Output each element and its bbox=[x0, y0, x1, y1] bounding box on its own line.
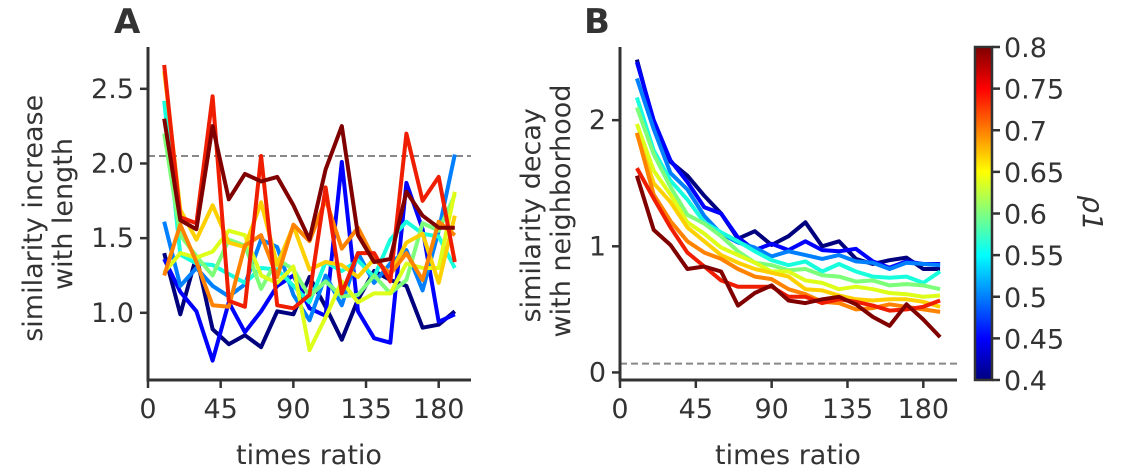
colorbar-tick-label: 0.5 bbox=[1004, 283, 1047, 314]
panel-b-series-line-p1-0.7 bbox=[635, 133, 941, 309]
panel-a-series-line-p1-0.78 bbox=[162, 64, 457, 311]
panel-b-ylabel: similarity decay with neighborhood bbox=[516, 85, 577, 338]
colorbar-tick-label: 0.75 bbox=[1004, 75, 1064, 106]
panel-b-y-tick-label: 1 bbox=[589, 231, 606, 262]
panel-a-xlabel: times ratio bbox=[236, 440, 382, 471]
panel-b-series-line-p1-0.5 bbox=[635, 77, 941, 271]
panel-b-x-tick-label: 180 bbox=[898, 394, 950, 425]
panel-b-x-tick-label: 135 bbox=[822, 394, 874, 425]
panel-b-series-group bbox=[634, 59, 942, 339]
panel-a-y-tick-label: 1.5 bbox=[91, 223, 134, 254]
panel-b-series-line-p1-0.55 bbox=[634, 96, 942, 285]
panel-a-x-tick-label: 0 bbox=[139, 394, 156, 425]
colorbar-ticks: 0.4 0.45 0.5 0.55 0.6 0.65 0.7 0.75 0.8 bbox=[992, 33, 1064, 397]
panel-b-y-tick-label: 2 bbox=[589, 105, 606, 136]
panel-a-axes: 0 45 90 135 180 1.0 1.5 2.0 2.5 bbox=[91, 47, 471, 425]
colorbar: 0.4 0.45 0.5 0.55 0.6 0.65 0.7 0.75 0.8 ρ1 bbox=[973, 33, 1109, 397]
panel-a-y-tick-label: 2.0 bbox=[91, 148, 134, 179]
panel-a-ylabel-line2: with length bbox=[48, 138, 79, 290]
panel-a-series-line-p1-0.8 bbox=[162, 118, 455, 264]
colorbar-tick-label: 0.4 bbox=[1004, 366, 1047, 397]
panel-b-ylabel-line2: with neighborhood bbox=[546, 85, 577, 338]
panel-a-x-tick-label: 90 bbox=[276, 394, 310, 425]
panel-b-axes: 0 45 90 135 180 0 1 2 bbox=[589, 47, 957, 425]
colorbar-tick-label: 0.45 bbox=[1004, 324, 1064, 355]
panel-b-x-tick-label: 90 bbox=[754, 394, 788, 425]
panel-a-y-tick-label: 1.0 bbox=[91, 298, 134, 329]
panel-a-series-line-p1-0.7 bbox=[162, 70, 457, 285]
panel-b-x-tick-label: 45 bbox=[679, 394, 713, 425]
panel-a: A 0 45 90 135 180 1.0 1.5 2.0 2.5 times ratio si… bbox=[18, 2, 471, 471]
panel-a-series-line-p1-0.55 bbox=[162, 100, 457, 305]
colorbar-tick-label: 0.8 bbox=[1004, 33, 1047, 64]
panel-a-ylabel: similarity increase with length bbox=[18, 86, 79, 342]
panel-b-letter: B bbox=[584, 2, 610, 42]
panel-b-series-line-p1-0.65 bbox=[635, 123, 941, 299]
panel-b-y-tick-label: 0 bbox=[589, 357, 606, 388]
panel-a-x-tick-label: 135 bbox=[340, 394, 392, 425]
colorbar-tick-label: 0.55 bbox=[1004, 241, 1064, 272]
panel-a-ylabel-line1: similarity increase bbox=[18, 95, 49, 342]
colorbar-label: ρ1 bbox=[1076, 195, 1109, 231]
panel-b: B 0 45 90 135 180 0 1 2 times ratio similarity … bbox=[516, 2, 957, 471]
panel-a-x-tick-label: 45 bbox=[203, 394, 237, 425]
panel-a-letter: A bbox=[114, 2, 141, 42]
panel-b-series-line-p1-0.75 bbox=[634, 132, 941, 314]
colorbar-tick-label: 0.7 bbox=[1004, 116, 1047, 147]
panel-b-series-line-p1-0.4 bbox=[634, 59, 941, 271]
colorbar-tick-label: 0.65 bbox=[1004, 158, 1064, 189]
colorbar-tick-label: 0.6 bbox=[1004, 200, 1047, 231]
panel-b-ylabel-line1: similarity decay bbox=[516, 108, 547, 322]
panel-a-series-line-p1-0.5 bbox=[162, 154, 457, 323]
panel-a-series-group bbox=[162, 64, 457, 363]
panel-a-y-tick-label: 2.5 bbox=[91, 74, 134, 105]
colorbar-gradient bbox=[973, 45, 994, 382]
panel-a-series-line-p1-0.45 bbox=[162, 160, 456, 363]
panel-b-series-line-p1-0.8 bbox=[634, 175, 942, 339]
panel-b-xlabel: times ratio bbox=[715, 440, 861, 471]
panel-a-series-line-p1-0.4 bbox=[162, 252, 457, 350]
panel-a-x-tick-label: 180 bbox=[413, 394, 465, 425]
panel-b-x-tick-label: 0 bbox=[611, 394, 628, 425]
panel-a-series-line-p1-0.65 bbox=[162, 191, 457, 353]
panel-b-series-line-p1-0.78 bbox=[635, 167, 941, 313]
